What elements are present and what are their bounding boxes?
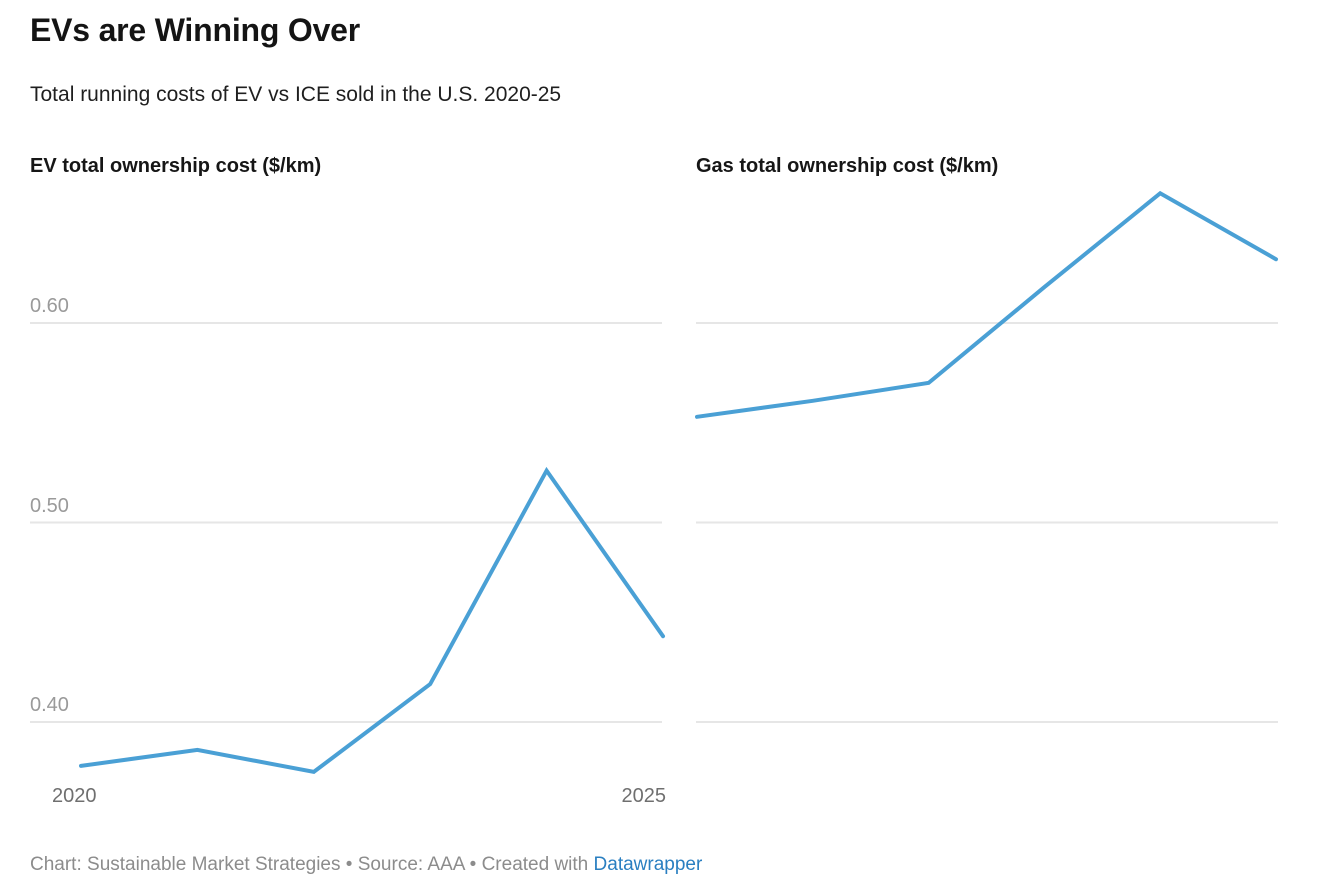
- y-tick-label: 0.40: [30, 694, 69, 716]
- panel-title-gas: Gas total ownership cost ($/km): [696, 155, 999, 177]
- y-tick-label: 0.50: [30, 494, 69, 517]
- datawrapper-link[interactable]: Datawrapper: [593, 854, 703, 875]
- gas-line: [695, 190, 1278, 419]
- footer-credit-text: Chart: Sustainable Market Strategies • S…: [30, 854, 594, 875]
- x-tick-label-last: 2025: [621, 785, 667, 807]
- ev-line: [79, 466, 665, 775]
- chart-subtitle: Total running costs of EV vs ICE sold in…: [30, 83, 562, 106]
- x-tick-label-first: 2020: [52, 785, 97, 807]
- footer-credit: Chart: Sustainable Market Strategies • S…: [30, 854, 702, 876]
- panel-title-ev: EV total ownership cost ($/km): [30, 155, 322, 177]
- chart-title: EVs are Winning Over: [30, 12, 361, 48]
- y-tick-label: 0.60: [30, 295, 69, 317]
